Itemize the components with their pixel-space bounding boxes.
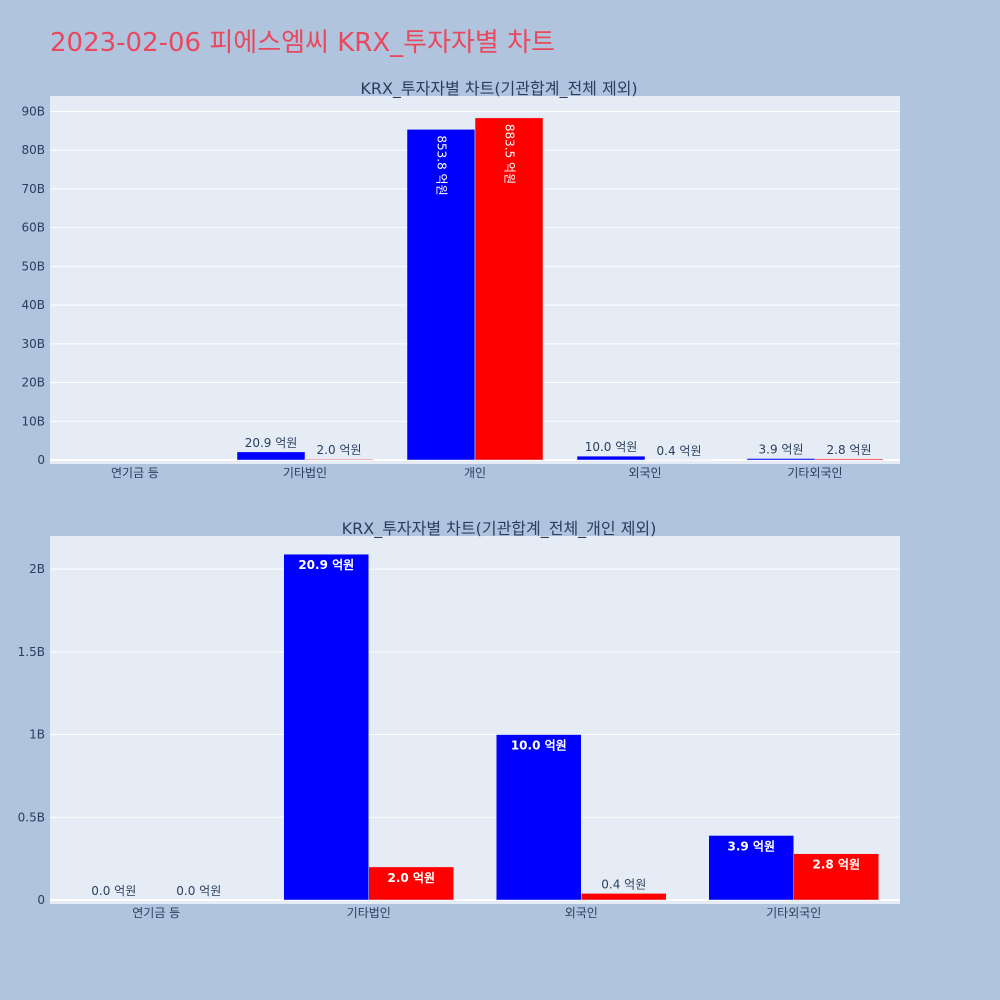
data-label: 0.4 억원: [601, 877, 646, 891]
data-label: 0.0 억원: [176, 884, 221, 898]
bar: [474, 117, 544, 461]
bar: [368, 866, 454, 901]
y-tick-label: 10B: [21, 414, 45, 428]
bar: [814, 458, 884, 461]
data-label: 20.9 억원: [298, 558, 354, 572]
x-tick-label: 기타법인: [347, 906, 391, 920]
y-tick-label: 50B: [21, 259, 45, 273]
data-label: 0.0 억원: [91, 884, 136, 898]
bar: [576, 455, 646, 461]
x-tick-label: 기타외국인: [766, 906, 821, 920]
x-tick-label: 연기금 등: [111, 466, 159, 480]
data-label: 10.0 억원: [585, 440, 638, 454]
y-tick-label: 1B: [29, 728, 45, 742]
x-tick-label: 개인: [464, 466, 486, 480]
y-tick-label: 80B: [21, 143, 45, 157]
data-label: 2.8 억원: [812, 858, 860, 872]
page-title: 2023-02-06 피에스엠씨 KRX_투자자별 차트: [50, 28, 555, 58]
y-tick-label: 0: [37, 893, 45, 907]
y-tick-label: 0: [37, 453, 45, 467]
x-tick-label: 연기금 등: [132, 906, 180, 920]
y-tick-label: 40B: [21, 298, 45, 312]
bar: [746, 458, 816, 461]
data-label: 2.0 억원: [317, 443, 362, 457]
data-label: 10.0 억원: [511, 739, 567, 753]
y-tick-label: 90B: [21, 104, 45, 118]
x-tick-label: 기타법인: [283, 466, 327, 480]
data-label: 3.9 억원: [727, 839, 775, 853]
bar: [304, 458, 374, 461]
data-label: 3.9 억원: [759, 442, 804, 456]
bar: [283, 553, 369, 901]
chart-title: KRX_투자자별 차트(기관합계_전체 제외): [360, 79, 637, 99]
chart-title: KRX_투자자별 차트(기관합계_전체_개인 제외): [342, 519, 657, 539]
x-tick-label: 기타외국인: [787, 466, 842, 480]
y-tick-label: 0.5B: [18, 810, 45, 824]
bar: [236, 451, 306, 461]
y-tick-label: 30B: [21, 337, 45, 351]
data-label: 2.0 억원: [387, 871, 435, 885]
bar: [708, 835, 794, 901]
x-tick-label: 외국인: [565, 906, 598, 920]
y-tick-label: 60B: [21, 221, 45, 235]
y-tick-label: 70B: [21, 182, 45, 196]
bar: [406, 129, 476, 461]
x-tick-label: 외국인: [628, 466, 661, 480]
data-label: 883.5 억원: [503, 124, 517, 184]
data-label: 2.8 억원: [827, 443, 872, 457]
data-label: 853.8 억원: [435, 135, 449, 195]
y-tick-label: 2B: [29, 562, 45, 576]
y-tick-label: 20B: [21, 376, 45, 390]
data-label: 20.9 억원: [245, 436, 298, 450]
bar: [793, 853, 879, 901]
data-label: 0.4 억원: [657, 444, 702, 458]
bar: [581, 893, 667, 901]
bar: [496, 734, 582, 901]
y-tick-label: 1.5B: [18, 645, 45, 659]
